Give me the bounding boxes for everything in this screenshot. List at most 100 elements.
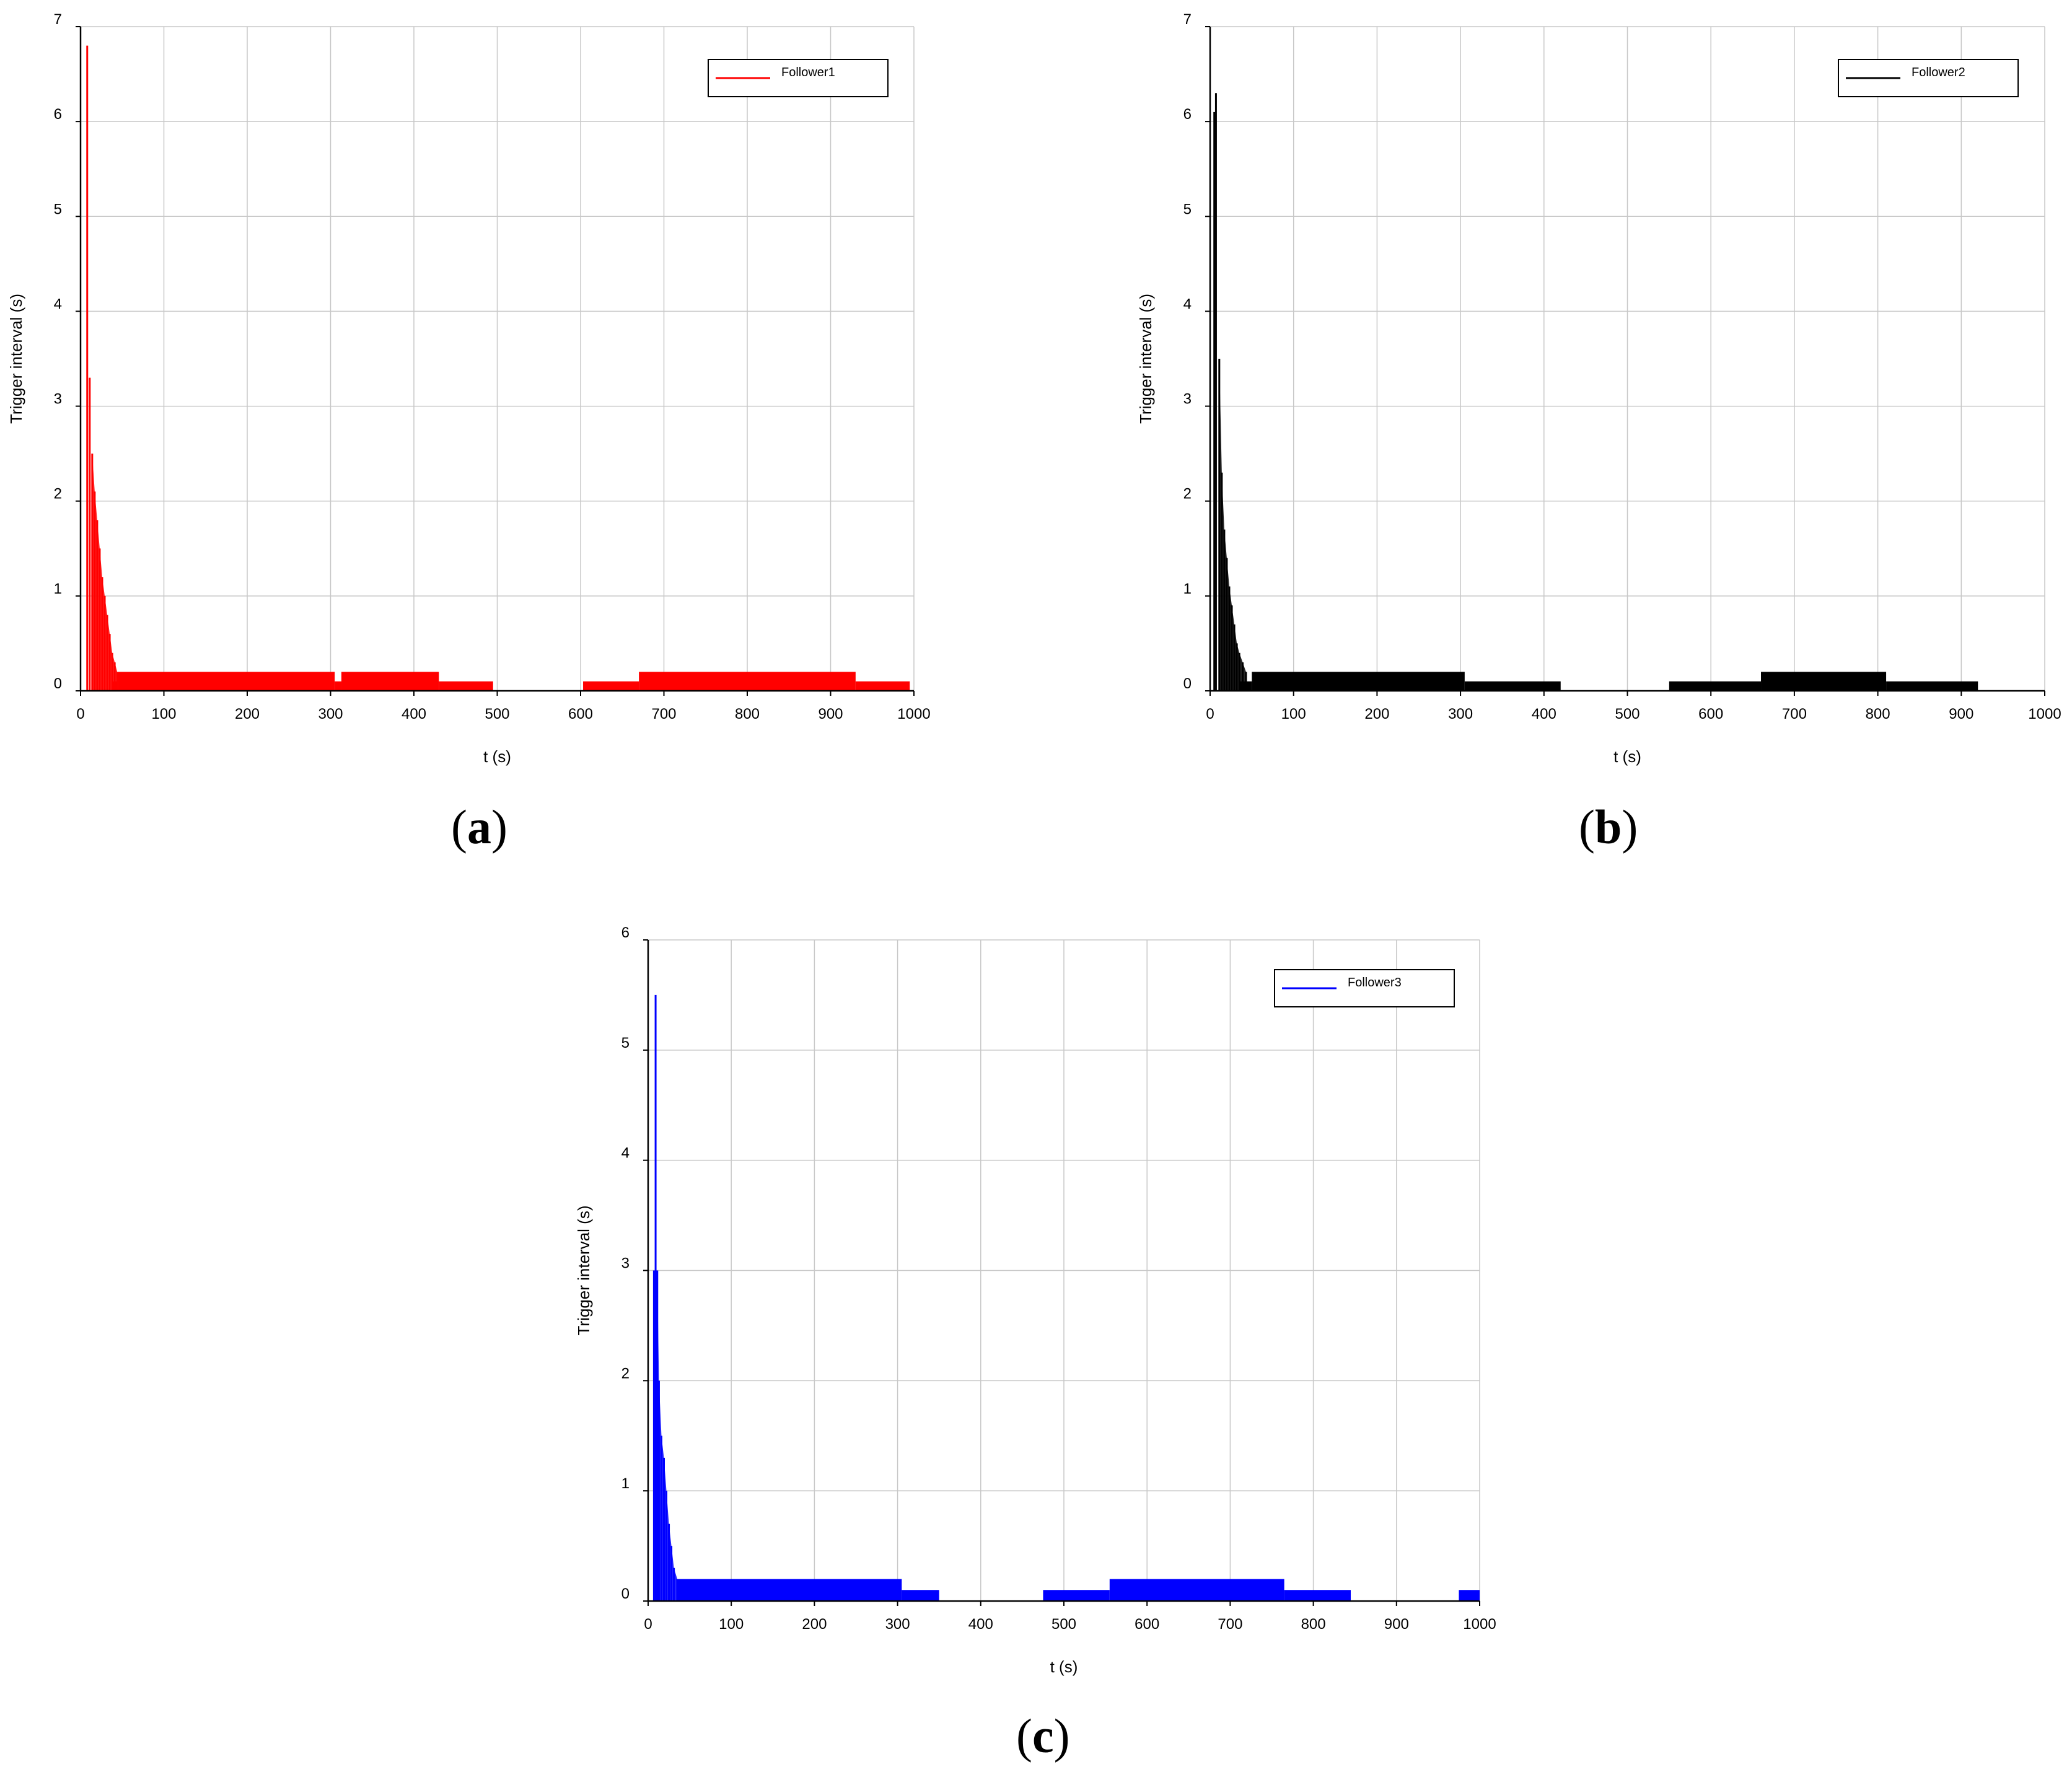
chart-c-y-tick-label: 0 [621, 1586, 630, 1602]
chart-c-x-tick-label: 1000 [1463, 1616, 1496, 1633]
chart-b-band [1669, 681, 1762, 691]
panel-label-c-letter: c [1032, 1709, 1054, 1763]
chart-b-band [1252, 672, 1465, 691]
chart-b-y-tick-label: 4 [1183, 296, 1192, 312]
chart-a-x-tick-label: 900 [818, 706, 843, 722]
chart-c-x-ticks: 0 100 200 300 400 500 600 700 800 900 1000 [644, 1601, 1496, 1633]
chart-a-x-tick-label: 400 [402, 706, 426, 722]
chart-b-legend-label: Follower2 [1912, 66, 1965, 79]
chart-a-x-tick-label: 600 [568, 706, 593, 722]
chart-b-band [1464, 681, 1561, 691]
chart-b-x-tick-label: 700 [1782, 706, 1807, 722]
chart-c-x-tick-label: 600 [1135, 1616, 1159, 1633]
chart-c-band [902, 1590, 939, 1601]
chart-c-legend-label: Follower3 [1348, 976, 1402, 989]
chart-a-x-tick-label: 200 [235, 706, 260, 722]
chart-panel-a: 0 100 200 300 400 500 600 700 800 900 1000 0 1 2 3 4 5 6… [7, 11, 931, 766]
chart-a-x-axis-label: t (s) [483, 747, 511, 766]
chart-c-marks [652, 994, 1480, 1602]
panel-label-a-letter: a [467, 800, 491, 854]
chart-b-grid [1209, 26, 2045, 691]
chart-c-x-tick-label: 100 [719, 1616, 744, 1633]
chart-a-x-ticks: 0 100 200 300 400 500 600 700 800 900 1000 [76, 691, 931, 722]
chart-c-band [1284, 1590, 1351, 1601]
chart-a-band [639, 672, 856, 691]
chart-c-y-tick-label: 1 [621, 1475, 630, 1492]
chart-panel-b: 0 100 200 300 400 500 600 700 800 900 1000 0 1 2 3 4 5 6… [1136, 11, 2061, 766]
chart-c-y-tick-label: 3 [621, 1255, 630, 1272]
chart-b-x-tick-label: 1000 [2028, 706, 2061, 722]
chart-a-y-tick-label: 3 [54, 391, 62, 408]
chart-a-band [439, 681, 493, 691]
chart-c-y-tick-label: 2 [621, 1365, 630, 1382]
chart-a-x-tick-label: 500 [485, 706, 509, 722]
chart-b-x-tick-label: 200 [1364, 706, 1389, 722]
chart-c-band [1109, 1579, 1284, 1601]
chart-b-x-tick-label: 100 [1281, 706, 1306, 722]
chart-b-x-tick-label: 300 [1448, 706, 1473, 722]
chart-a-band [118, 672, 335, 691]
chart-c-x-tick-label: 700 [1218, 1616, 1242, 1633]
chart-a-band [855, 681, 910, 691]
chart-b-y-tick-label: 6 [1183, 106, 1192, 123]
chart-a-y-tick-label: 2 [54, 486, 62, 502]
chart-a-band [341, 672, 439, 691]
chart-c-y-tick-label: 4 [621, 1145, 630, 1162]
chart-a-y-tick-label: 5 [54, 201, 62, 217]
chart-a-y-tick-label: 4 [54, 296, 62, 312]
chart-b-marks [1213, 93, 2045, 691]
chart-b-x-tick-label: 0 [1206, 706, 1214, 722]
chart-c-decay-area [657, 1270, 677, 1601]
chart-c-x-tick-label: 500 [1051, 1616, 1076, 1633]
chart-c-x-tick-label: 300 [885, 1616, 910, 1633]
chart-a-legend: Follower1 [708, 59, 889, 97]
chart-b-y-axis-label: Trigger interval (s) [1136, 294, 1155, 424]
panel-label-c: (c) [1016, 1709, 1070, 1763]
chart-c-y-tick-label: 6 [621, 924, 630, 941]
chart-b-band [1886, 681, 1978, 691]
chart-c-x-axis-label: t (s) [1050, 1657, 1078, 1676]
chart-a-y-axis-label: Trigger interval (s) [7, 294, 25, 424]
chart-a-x-tick-label: 700 [651, 706, 676, 722]
chart-a-x-tick-label: 1000 [897, 706, 930, 722]
chart-c-band [677, 1579, 902, 1601]
chart-b-x-tick-label: 800 [1866, 706, 1890, 722]
chart-a-x-tick-label: 300 [318, 706, 343, 722]
chart-b-y-tick-label: 7 [1183, 11, 1192, 28]
chart-a-y-tick-label: 7 [54, 11, 62, 28]
chart-a-x-tick-label: 100 [151, 706, 176, 722]
chart-a-y-tick-label: 0 [54, 675, 62, 692]
chart-b-x-tick-label: 600 [1698, 706, 1723, 722]
chart-a-y-tick-label: 1 [54, 581, 62, 597]
panel-label-b-letter: b [1594, 800, 1622, 854]
chart-a-grid [80, 26, 915, 691]
chart-a-y-ticks: 0 1 2 3 4 5 6 7 [54, 11, 81, 692]
chart-c-x-tick-label: 900 [1384, 1616, 1409, 1633]
panel-label-a: (a) [451, 800, 507, 854]
chart-a-band [583, 681, 639, 691]
chart-a-band [335, 681, 341, 691]
chart-c-band [1043, 1590, 1110, 1601]
chart-c-x-tick-label: 800 [1301, 1616, 1326, 1633]
chart-c-y-tick-label: 5 [621, 1035, 630, 1051]
chart-b-legend: Follower2 [1838, 59, 2019, 97]
chart-b-x-tick-label: 500 [1615, 706, 1640, 722]
chart-b-x-tick-label: 400 [1532, 706, 1556, 722]
chart-c-band [1459, 1590, 1480, 1601]
chart-b-y-tick-label: 5 [1183, 201, 1192, 217]
chart-c-x-tick-label: 200 [802, 1616, 827, 1633]
chart-c-y-ticks: 0 1 2 3 4 5 6 [621, 924, 648, 1602]
chart-panel-c: 0 100 200 300 400 500 600 700 800 900 1000 0 1 2 3 4 5 6… [574, 924, 1496, 1676]
chart-b-y-ticks: 0 1 2 3 4 5 6 7 [1183, 11, 1210, 692]
chart-b-y-tick-label: 2 [1183, 486, 1192, 502]
chart-a-decay-area [92, 454, 118, 691]
chart-b-band [1761, 672, 1887, 691]
chart-c-legend: Follower3 [1274, 969, 1455, 1007]
chart-a-y-tick-label: 6 [54, 106, 62, 123]
chart-c-x-tick-label: 0 [644, 1616, 652, 1633]
chart-b-y-tick-label: 1 [1183, 581, 1192, 597]
chart-a-x-tick-label: 800 [735, 706, 760, 722]
chart-b-x-tick-label: 900 [1949, 706, 1973, 722]
chart-b-y-tick-label: 0 [1183, 675, 1192, 692]
